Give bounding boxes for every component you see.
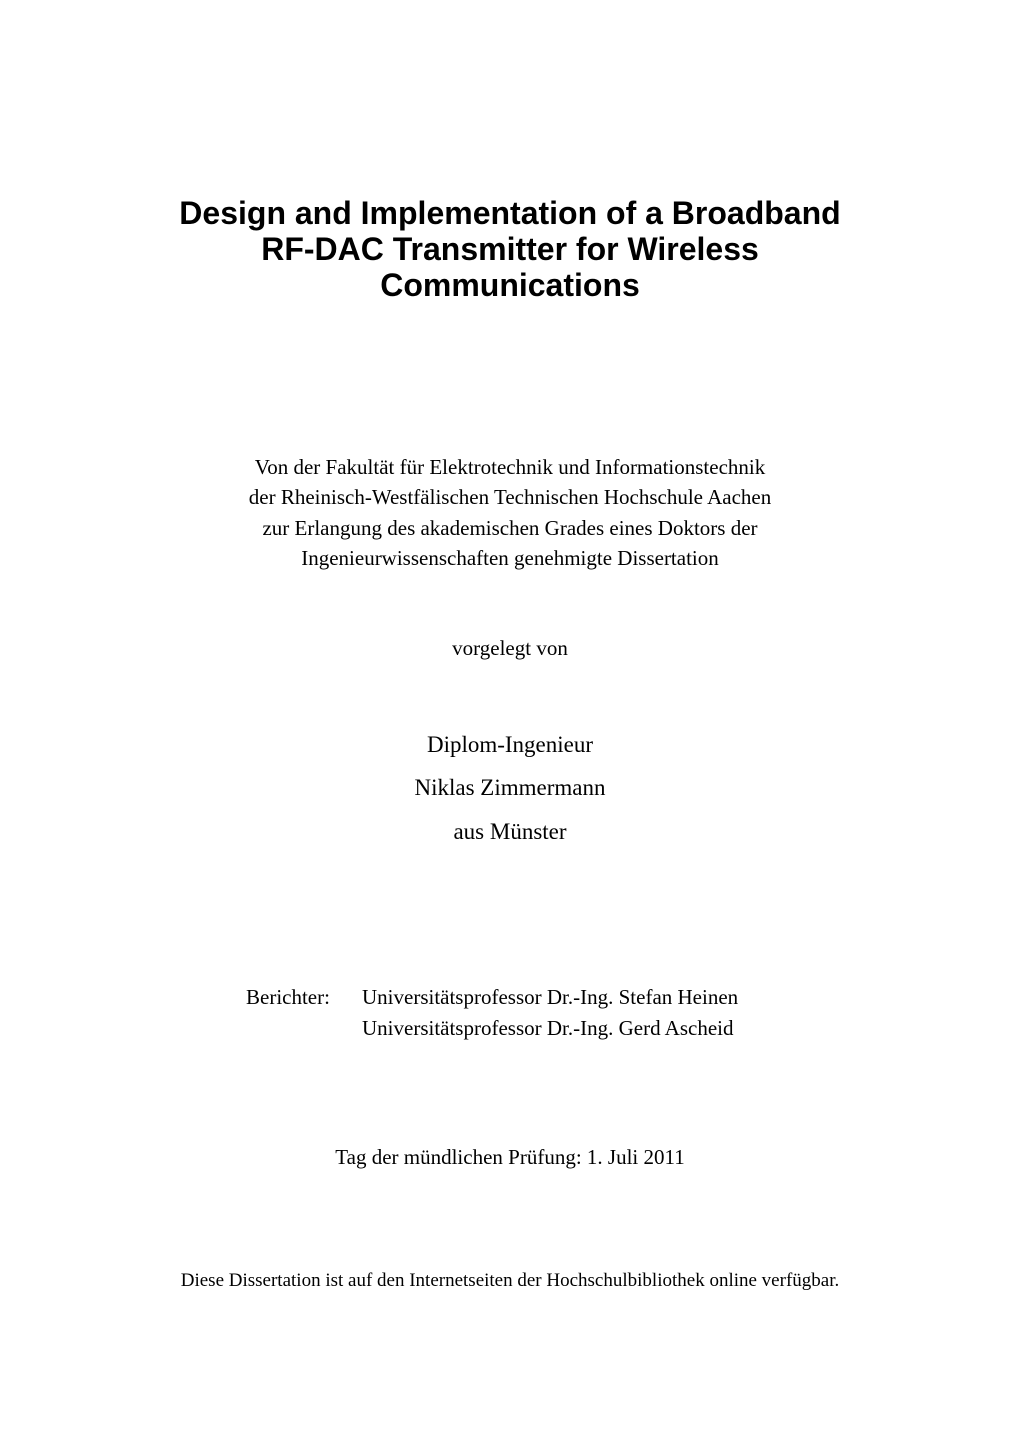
exam-date-text: Tag der mündlichen Prüfung: 1. Juli 2011 bbox=[335, 1145, 684, 1169]
oral-exam-date: Tag der mündlichen Prüfung: 1. Juli 2011 bbox=[90, 1145, 930, 1170]
faculty-line-2: der Rheinisch-Westfälischen Technischen … bbox=[90, 482, 930, 512]
footer-text: Diese Dissertation ist auf den Internets… bbox=[181, 1270, 839, 1291]
reviewers-label: Berichter: bbox=[90, 982, 362, 1014]
faculty-line-3: zur Erlangung des akademischen Grades ei… bbox=[90, 513, 930, 543]
author-block: Diplom-Ingenieur Niklas Zimmermann aus M… bbox=[90, 723, 930, 854]
reviewer-row-1: Berichter: Universitätsprofessor Dr.-Ing… bbox=[90, 982, 930, 1014]
author-name: Niklas Zimmermann bbox=[90, 766, 930, 810]
title-line-1: Design and Implementation of a Broadband bbox=[90, 196, 930, 232]
vorgelegt-text: vorgelegt von bbox=[452, 636, 568, 660]
reviewer-1: Universitätsprofessor Dr.-Ing. Stefan He… bbox=[362, 982, 738, 1014]
title-line-2: RF-DAC Transmitter for Wireless bbox=[90, 232, 930, 268]
availability-note: Diese Dissertation ist auf den Internets… bbox=[90, 1270, 930, 1292]
author-degree: Diplom-Ingenieur bbox=[90, 723, 930, 767]
dissertation-title: Design and Implementation of a Broadband… bbox=[90, 196, 930, 303]
reviewer-2: Universitätsprofessor Dr.-Ing. Gerd Asch… bbox=[90, 1013, 930, 1045]
reviewers-block: Berichter: Universitätsprofessor Dr.-Ing… bbox=[90, 982, 930, 1045]
author-origin: aus Münster bbox=[90, 810, 930, 854]
title-line-3: Communications bbox=[90, 268, 930, 304]
submitted-by-label: vorgelegt von bbox=[90, 636, 930, 661]
title-page: Design and Implementation of a Broadband… bbox=[0, 0, 1020, 1447]
faculty-statement: Von der Fakultät für Elektrotechnik und … bbox=[90, 452, 930, 574]
faculty-line-1: Von der Fakultät für Elektrotechnik und … bbox=[90, 452, 930, 482]
faculty-line-4: Ingenieurwissenschaften genehmigte Disse… bbox=[90, 543, 930, 573]
